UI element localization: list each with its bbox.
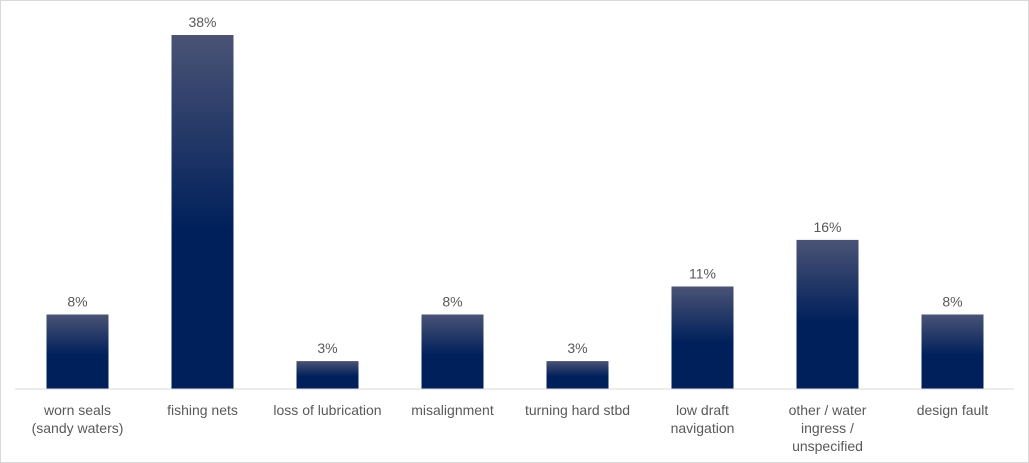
data-labels: 8% 38% 3% 8% 3% 11% 16% 8% (67, 14, 962, 356)
bars (46, 35, 984, 389)
category-label: other / water ingress / unspecified (789, 402, 867, 454)
bar (921, 314, 984, 389)
bar (46, 314, 109, 389)
category-label: low draft navigation (671, 402, 735, 436)
category-label: turning hard stbd (525, 402, 630, 418)
bar (296, 361, 359, 389)
data-label: 11% (689, 266, 716, 282)
category-label: loss of lubrication (273, 402, 381, 418)
bar (171, 35, 234, 389)
bar (546, 361, 609, 389)
data-label: 3% (567, 340, 587, 356)
data-label: 3% (317, 340, 337, 356)
category-label: worn seals (sandy waters) (32, 402, 124, 436)
category-label: fishing nets (167, 402, 238, 418)
data-label: 16% (813, 219, 841, 235)
data-label: 8% (942, 294, 962, 310)
bar (671, 286, 734, 389)
bar (796, 239, 859, 389)
data-label: 8% (442, 294, 462, 310)
category-labels: worn seals (sandy waters) fishing nets loss… (32, 402, 989, 454)
category-label: misalignment (411, 402, 494, 418)
category-label: design fault (917, 402, 989, 418)
bar (421, 314, 484, 389)
data-label: 38% (188, 14, 216, 30)
data-label: 8% (67, 294, 87, 310)
